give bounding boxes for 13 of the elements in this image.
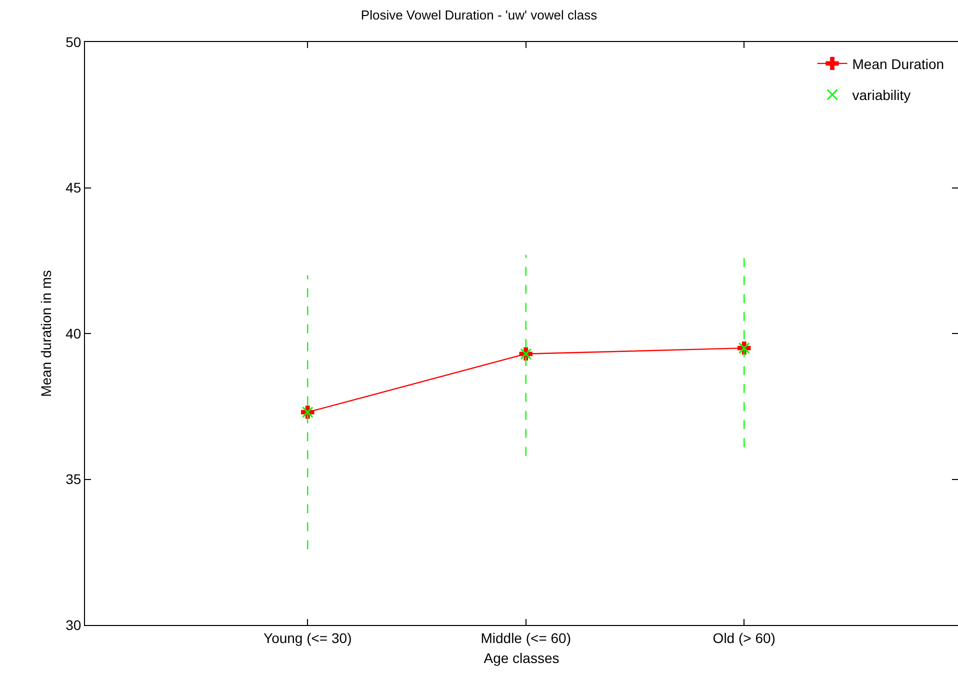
x-tick-label: Middle (<= 60) [480,630,572,646]
y-tick-label: 45 [66,180,82,196]
legend-label: Mean Duration [852,56,944,72]
x-tick-label: Old (> 60) [712,630,776,646]
x-tick-label: Young (<= 30) [264,630,352,646]
y-tick-label: 50 [66,34,82,50]
y-tick-label: 40 [66,325,82,342]
x-axis-title: Age classes [484,650,560,666]
chart-title: Plosive Vowel Duration - 'uw' vowel class [360,7,598,22]
y-axis-title: Mean duration in ms [38,270,54,397]
legend-label: variability [852,87,911,104]
y-tick-label: 35 [66,471,82,488]
y-tick-label: 30 [66,616,82,633]
